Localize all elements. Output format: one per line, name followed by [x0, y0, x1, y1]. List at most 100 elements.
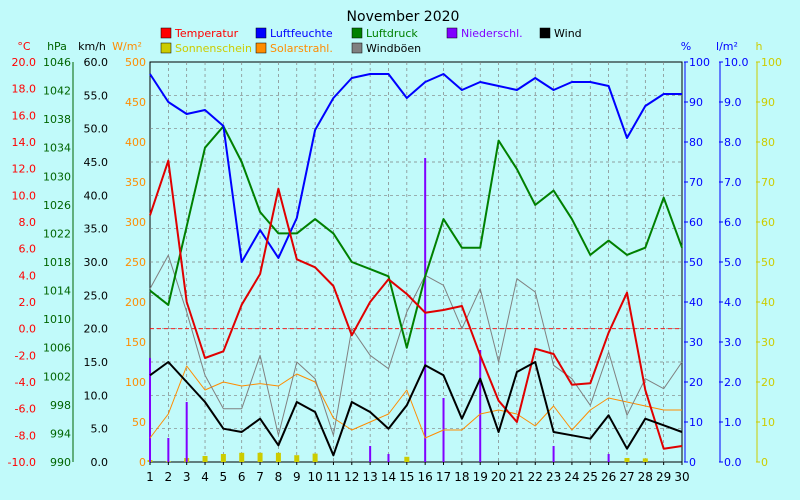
tick-label-sun: 0 [761, 456, 768, 469]
tick-label-sun: 40 [761, 296, 775, 309]
rain-bar [424, 158, 427, 462]
x-tick-label: 11 [326, 470, 341, 484]
tick-label-wind: 5.0 [91, 423, 109, 436]
tick-label-wind: 60.0 [84, 56, 109, 69]
unit-label-hum: % [681, 40, 691, 53]
tick-label-temp: 20.0 [12, 56, 37, 69]
legend-label: Windböen [366, 42, 421, 55]
tick-label-temp: 4.0 [19, 269, 37, 282]
tick-label-sun: 80 [761, 136, 775, 149]
series-line-temperatur [149, 159, 683, 450]
sunshine-bar [275, 452, 281, 462]
tick-label-wind: 20.0 [84, 323, 109, 336]
legend-swatch [160, 42, 172, 54]
legend-swatch [255, 42, 267, 54]
tick-label-solar: 500 [125, 56, 146, 69]
legend-label: Temperatur [174, 27, 239, 40]
x-tick-label: 19 [473, 470, 488, 484]
tick-label-temp: 16.0 [12, 109, 37, 122]
tick-label-wind: 30.0 [84, 256, 109, 269]
rain-bar [167, 438, 170, 462]
x-tick-label: 5 [220, 470, 228, 484]
tick-label-temp: 6.0 [19, 243, 37, 256]
x-tick-label: 27 [619, 470, 634, 484]
tick-label-rain: 7.0 [724, 176, 742, 189]
tick-label-solar: 100 [125, 376, 146, 389]
tick-label-hum: 30 [689, 336, 703, 349]
tick-label-press: 994 [50, 427, 71, 440]
x-tick-label: 10 [307, 470, 322, 484]
x-tick-label: 26 [601, 470, 616, 484]
tick-label-temp: -4.0 [15, 376, 36, 389]
tick-label-sun: 70 [761, 176, 775, 189]
rain-bar [387, 454, 390, 462]
tick-label-press: 1014 [43, 285, 71, 298]
x-tick-label: 17 [436, 470, 451, 484]
x-tick-label: 9 [293, 470, 301, 484]
sunshine-bar [220, 454, 226, 462]
tick-label-sun: 90 [761, 96, 775, 109]
tick-label-temp: 2.0 [19, 296, 37, 309]
sunshine-bar [202, 456, 208, 462]
x-tick-label: 30 [674, 470, 689, 484]
axis-units: °C hPa km/h W/m²% l/m² h [17, 40, 762, 53]
x-tick-label: 14 [381, 470, 396, 484]
legend-label: Luftdruck [366, 27, 418, 40]
unit-label-rain: l/m² [716, 40, 738, 53]
x-axis: 1 2 3 4 5 6 7 8 9 10 11 12 13 14 15 16 17 18 19 20 21 22 23 24 2… [146, 462, 690, 484]
x-tick-label: 4 [201, 470, 209, 484]
tick-label-temp: -8.0 [15, 429, 36, 442]
x-tick-label: 8 [275, 470, 283, 484]
tick-label-sun: 60 [761, 216, 775, 229]
x-tick-label: 24 [564, 470, 579, 484]
tick-label-rain: 8.0 [724, 136, 742, 149]
x-tick-label: 3 [183, 470, 191, 484]
tick-label-solar: 200 [125, 296, 146, 309]
tick-label-press: 1030 [43, 170, 71, 183]
series-line-wind [149, 361, 683, 457]
x-tick-label: 18 [454, 470, 469, 484]
tick-label-rain: 2.0 [724, 376, 742, 389]
tick-label-hum: 0 [689, 456, 696, 469]
x-tick-label: 13 [362, 470, 377, 484]
legend-swatch [446, 27, 458, 39]
tick-label-press: 1046 [43, 56, 71, 69]
left-axes: 20.0 18.0 16.0 14.0 12.0 10.0 8.0 6.0 4.0 2.0 0.0 -… [8, 56, 146, 469]
x-tick-label: 6 [238, 470, 246, 484]
rain-bar [149, 358, 151, 462]
tick-label-press: 1002 [43, 370, 71, 383]
tick-label-rain: 0.0 [724, 456, 742, 469]
series-line-luftfeuchte [149, 73, 682, 263]
tick-label-press: 998 [50, 399, 71, 412]
tick-label-sun: 50 [761, 256, 775, 269]
legend-label: Sonnenschein [175, 42, 252, 55]
tick-label-hum: 70 [689, 176, 703, 189]
x-tick-label: 23 [546, 470, 561, 484]
tick-label-wind: 50.0 [84, 123, 109, 136]
tick-label-solar: 0 [139, 456, 146, 469]
tick-label-rain: 10.0 [724, 56, 749, 69]
legend-swatch [160, 27, 172, 39]
tick-label-press: 1022 [43, 227, 71, 240]
tick-label-wind: 40.0 [84, 189, 109, 202]
x-tick-label: 25 [583, 470, 598, 484]
tick-label-temp: -2.0 [15, 349, 36, 362]
tick-label-rain: 3.0 [724, 336, 742, 349]
tick-label-hum: 90 [689, 96, 703, 109]
tick-label-rain: 1.0 [724, 416, 742, 429]
legend-label: Solarstrahl. [270, 42, 333, 55]
sunshine-bar [257, 452, 263, 462]
unit-label-sun: h [756, 40, 763, 53]
unit-label-solar: W/m² [112, 40, 142, 53]
sunshine-bar [239, 452, 245, 462]
tick-label-wind: 25.0 [84, 289, 109, 302]
unit-label-press: hPa [47, 40, 67, 53]
tick-label-solar: 450 [125, 96, 146, 109]
legend-label: Niederschl. [461, 27, 523, 40]
sunshine-bar [312, 453, 318, 462]
tick-label-hum: 60 [689, 216, 703, 229]
x-tick-label: 1 [146, 470, 154, 484]
tick-label-press: 1042 [43, 85, 71, 98]
x-tick-label: 2 [165, 470, 173, 484]
